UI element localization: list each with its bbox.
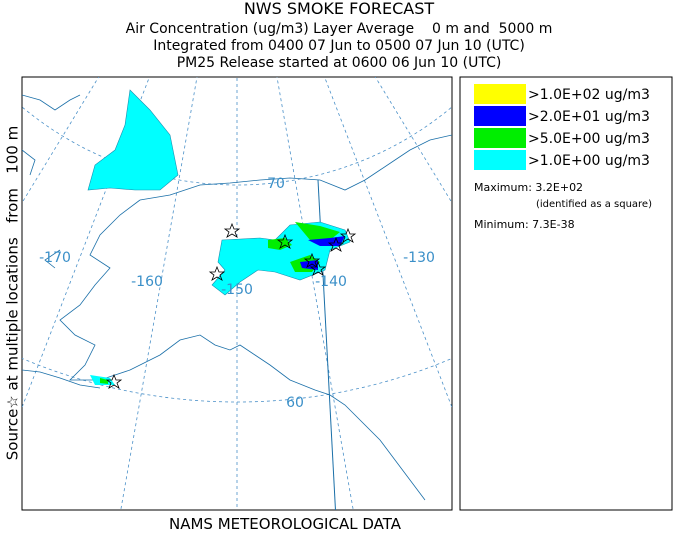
coastline <box>22 94 452 501</box>
map-frame <box>21 76 453 511</box>
legend-maximum: Maximum: 3.2E+02 <box>474 181 583 194</box>
sources <box>105 222 357 389</box>
legend-swatch <box>474 84 526 104</box>
smoke-core <box>300 236 345 270</box>
legend-label: >2.0E+01 ug/m3 <box>528 109 650 125</box>
map <box>22 77 452 510</box>
smoke-core <box>100 378 108 384</box>
legend-swatch <box>474 150 526 170</box>
smoke-plume <box>87 89 179 191</box>
lon-label: -130 <box>403 250 435 266</box>
legend-frame <box>459 76 673 511</box>
lon-label: -170 <box>39 250 71 266</box>
footer: NAMS METEOROLOGICAL DATA <box>169 515 402 532</box>
legend-label: >1.0E+00 ug/m3 <box>528 153 650 169</box>
title: NWS SMOKE FORECAST <box>244 0 435 18</box>
smoke-core <box>268 222 340 272</box>
legend-swatch <box>474 128 526 148</box>
subtitle: PM25 Release started at 0600 06 Jun 10 (… <box>177 55 502 71</box>
subtitle: Air Concentration (ug/m3) Layer Average … <box>126 21 553 37</box>
legend-note: (identified as a square) <box>536 199 652 210</box>
lon-label: -150 <box>221 282 253 298</box>
legend-swatch <box>474 106 526 126</box>
subtitle: Integrated from 0400 07 Jun to 0500 07 J… <box>153 38 525 54</box>
lon-label: -140 <box>315 274 347 290</box>
legend-label: >5.0E+00 ug/m3 <box>528 131 650 147</box>
lat-label: 70 <box>267 176 285 192</box>
lat-label: 60 <box>286 395 304 411</box>
legend-minimum: Minimum: 7.3E-38 <box>474 218 575 231</box>
legend-label: >1.0E+02 ug/m3 <box>528 87 650 103</box>
legend: >1.0E+02 ug/m3 >2.0E+01 ug/m3 >5.0E+00 ug/… <box>474 84 650 170</box>
lon-label: -160 <box>131 274 163 290</box>
side-label: Source☆ at multiple locations from 100 m <box>4 126 22 460</box>
